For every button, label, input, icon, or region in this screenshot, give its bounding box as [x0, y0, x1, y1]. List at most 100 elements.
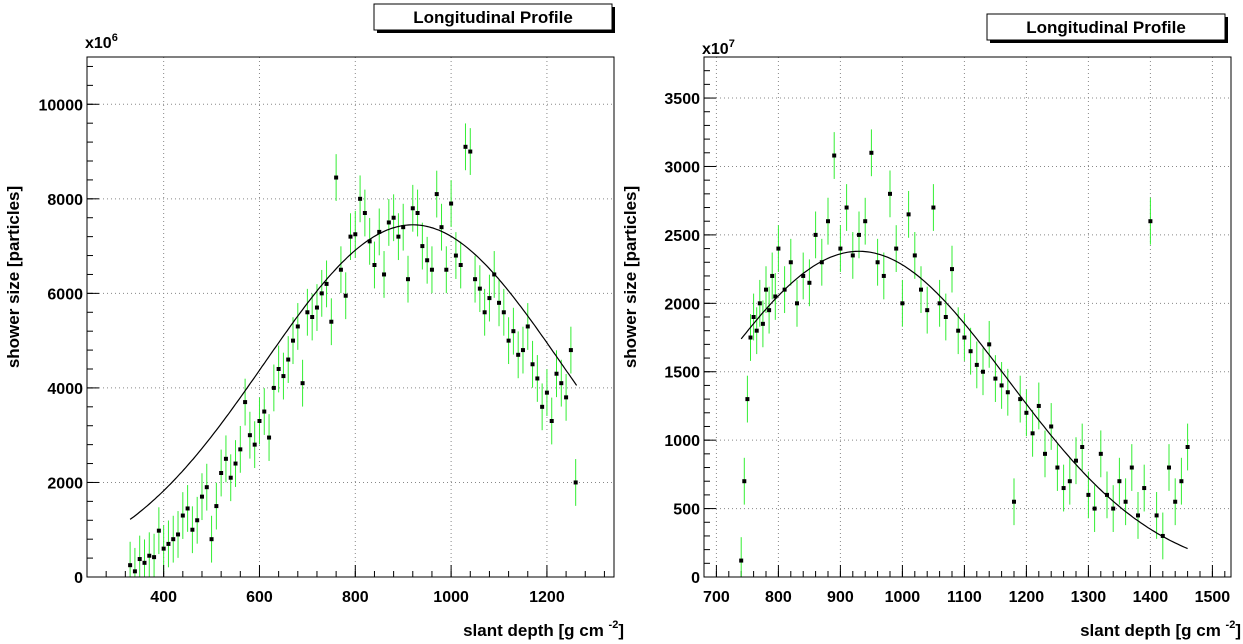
data-point: [142, 560, 147, 565]
y-tick-label: 1000: [664, 433, 700, 450]
data-point: [801, 273, 806, 278]
y-tick-label: 4000: [47, 381, 83, 398]
data-point: [832, 153, 837, 158]
x-tick-label: 1100: [947, 589, 982, 606]
data-point: [857, 232, 861, 237]
data-point: [993, 376, 998, 381]
y-tick-label: 8000: [47, 192, 83, 209]
data-point: [1030, 431, 1035, 436]
data-point: [391, 215, 396, 220]
y-tick-label: 3000: [664, 159, 700, 176]
data-point: [362, 211, 367, 215]
y-tick-label: 0: [691, 570, 700, 587]
data-point: [415, 211, 420, 215]
x-tick-label: 900: [827, 589, 854, 606]
data-point: [358, 196, 363, 201]
data-point: [535, 376, 540, 381]
data-point: [795, 301, 799, 306]
data-point: [367, 239, 372, 244]
data-point: [128, 563, 133, 568]
x-tick-label: 1200: [529, 589, 565, 606]
data-point: [252, 442, 257, 447]
data-point: [449, 201, 454, 206]
data-point: [554, 371, 559, 376]
data-point: [1105, 492, 1109, 497]
data-point: [999, 383, 1004, 388]
data-point: [372, 263, 377, 267]
data-point: [760, 321, 765, 326]
data-point: [1117, 479, 1122, 484]
data-point: [487, 296, 492, 301]
data-point: [1154, 513, 1159, 518]
x-tick-label: 1000: [885, 589, 921, 606]
data-point: [525, 324, 530, 329]
data-point: [1061, 486, 1066, 491]
data-point: [295, 324, 300, 329]
data-point: [1005, 390, 1010, 395]
data-point: [881, 273, 886, 278]
data-point: [894, 246, 899, 251]
data-point: [324, 281, 329, 286]
y-tick-label: 1500: [664, 365, 700, 382]
data-point: [863, 219, 868, 224]
data-point: [353, 232, 358, 237]
data-point: [1043, 451, 1047, 456]
data-point: [497, 300, 502, 305]
data-point: [247, 433, 252, 438]
data-point: [171, 537, 176, 542]
data-point: [1148, 219, 1153, 224]
plot-frame: [86, 56, 615, 578]
data-point: [314, 305, 319, 310]
data-point: [826, 219, 830, 224]
data-point: [334, 175, 339, 180]
data-point: [1142, 486, 1147, 491]
data-point: [520, 348, 525, 353]
data-point: [176, 532, 181, 537]
data-point: [204, 485, 209, 490]
data-point: [214, 504, 219, 509]
x-tick-label: 600: [246, 589, 273, 606]
data-point: [813, 232, 818, 237]
data-point: [420, 244, 425, 249]
data-point: [276, 367, 281, 371]
data-point: [776, 246, 781, 251]
data-point: [1111, 506, 1116, 511]
data-point: [458, 263, 463, 267]
data-point: [195, 518, 200, 523]
data-point: [1092, 506, 1097, 511]
data-point: [1080, 445, 1085, 449]
data-point: [981, 369, 985, 374]
data-point: [429, 267, 434, 272]
data-point: [262, 409, 267, 414]
data-point: [147, 553, 152, 558]
x-tick-label: 1200: [1009, 589, 1045, 606]
data-point: [166, 541, 171, 546]
data-point: [1086, 492, 1091, 497]
data-point: [233, 461, 238, 466]
x-axis-label: slant depth [g cm -2]: [463, 619, 624, 640]
data-point: [850, 253, 855, 258]
data-point: [906, 212, 911, 217]
data-point: [348, 234, 353, 239]
data-point: [444, 267, 449, 272]
y-axis-label: shower size [particles]: [621, 186, 640, 368]
fit-curve: [740, 250, 1188, 550]
data-point: [739, 558, 744, 563]
data-point: [1173, 499, 1178, 504]
data-point: [767, 308, 772, 313]
data-point: [568, 348, 573, 353]
data-point: [271, 385, 276, 390]
data-point: [807, 280, 812, 285]
data-point: [754, 328, 759, 333]
data-point: [511, 329, 516, 334]
data-point: [516, 352, 521, 357]
chart-title: Longitudinal Profile: [413, 8, 573, 27]
data-point: [748, 335, 753, 340]
data-point: [482, 310, 487, 315]
chart-title: Longitudinal Profile: [1026, 18, 1186, 37]
data-point: [228, 475, 233, 480]
data-point: [987, 342, 992, 347]
data-point: [501, 310, 506, 315]
data-point: [473, 277, 478, 282]
